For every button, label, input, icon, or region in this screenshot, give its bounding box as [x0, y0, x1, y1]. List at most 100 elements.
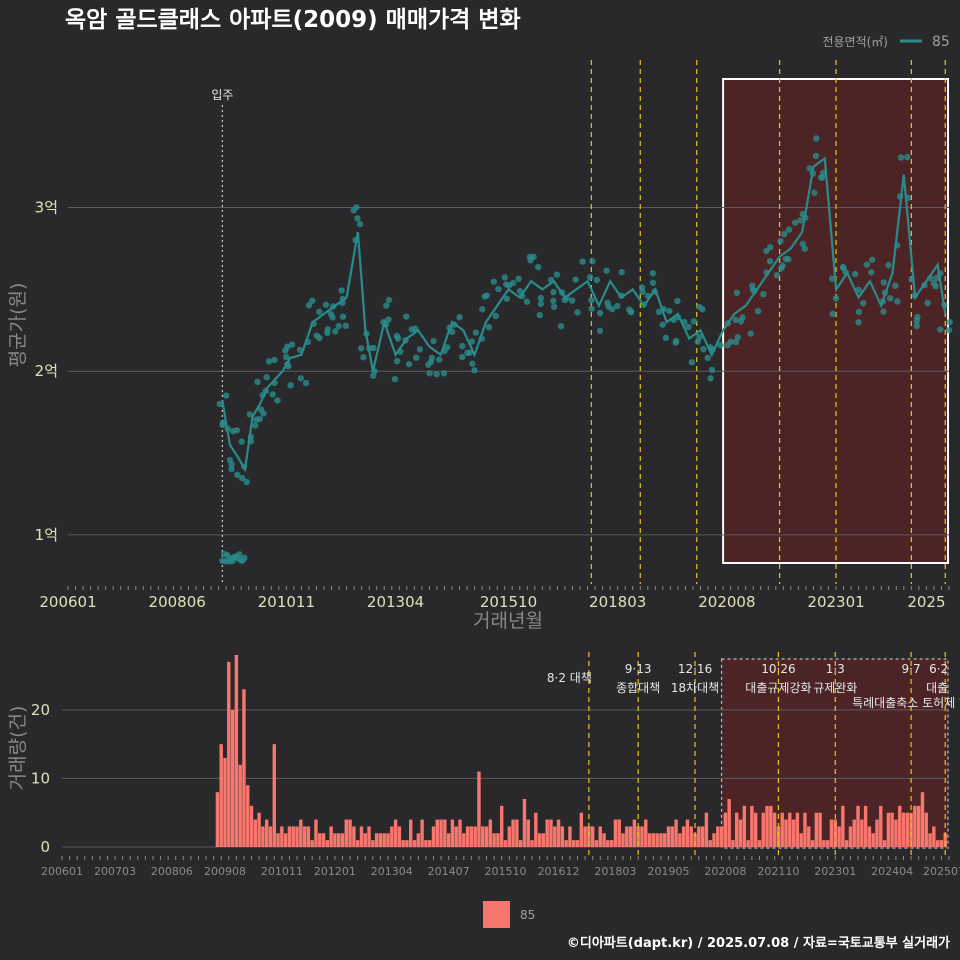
volume-bar [515, 819, 519, 847]
volume-bar [723, 812, 728, 847]
volume-bar [651, 833, 656, 847]
volume-bar [879, 805, 883, 847]
price-point [385, 296, 393, 304]
volume-bar [738, 819, 743, 847]
volume-bar [632, 819, 637, 847]
price-point [596, 327, 604, 334]
price-point [527, 257, 534, 264]
volume-bar [318, 833, 322, 847]
volume-bar [549, 819, 553, 847]
x-axis: 200601 200806 201011 201304 201510 201803 2020… [39, 586, 950, 611]
x-tick-label: 201510 [480, 593, 537, 611]
price-point [785, 226, 793, 233]
price-point [440, 370, 448, 377]
price-point [894, 298, 901, 305]
x-tick-label: 200601 [39, 593, 96, 611]
volume-bar [898, 805, 902, 847]
volume-bar [367, 826, 371, 847]
volume-bar [920, 792, 925, 847]
volume-bar [435, 819, 439, 847]
volume-bar [822, 840, 826, 847]
volume-bar [916, 805, 921, 847]
price-point [550, 297, 557, 305]
x-tick-label: 202008 [698, 593, 755, 611]
volume-bar [617, 819, 621, 847]
volume-bar [500, 805, 504, 847]
x-tick-label: 200806 [151, 865, 193, 878]
price-point [305, 302, 313, 309]
price-point [537, 294, 545, 302]
price-point [603, 267, 610, 274]
price-point [945, 326, 953, 334]
price-point [700, 345, 707, 353]
price-point [593, 276, 601, 284]
price-point [914, 313, 921, 321]
volume-bar [609, 840, 614, 847]
volume-bar [416, 833, 421, 847]
volume-bar [712, 833, 716, 847]
price-point [588, 305, 595, 312]
price-point [574, 309, 581, 316]
price-point [492, 312, 499, 320]
price-point [779, 262, 786, 269]
volume-bar [750, 805, 754, 847]
price-point [688, 359, 696, 366]
price-point [219, 421, 226, 429]
price-point [851, 270, 859, 278]
price-point [283, 353, 290, 361]
price-point [430, 337, 437, 345]
price-point [727, 338, 734, 346]
volume-bar [807, 826, 811, 847]
x-tick-label: 202110 [757, 865, 799, 878]
price-point [535, 263, 542, 271]
x-tick-label: 202301 [807, 593, 864, 611]
price-point [904, 153, 911, 161]
volume-bar [886, 812, 891, 847]
price-point [799, 240, 806, 247]
price-point [236, 551, 243, 558]
price-point [812, 152, 820, 160]
volume-bar [465, 826, 470, 847]
policy-lines-bottom: 8·2 대책 9·13 종합대책 12·16 18차대책 10·26 대출규제강화 1·3 규제… [547, 652, 960, 855]
price-point [674, 297, 681, 305]
volume-bar [704, 812, 709, 847]
price-point [924, 299, 931, 307]
price-point [523, 298, 531, 305]
price-point [829, 310, 837, 318]
volume-bar [378, 833, 383, 847]
price-point [868, 269, 875, 276]
price-point [863, 261, 871, 268]
price-point [466, 349, 474, 356]
volume-bar [693, 833, 697, 847]
top-legend: 전용면적(㎡) 85 [822, 34, 949, 50]
price-point [782, 255, 790, 263]
price-point [332, 328, 339, 335]
volume-bar [431, 826, 436, 847]
price-point [428, 354, 436, 361]
price-point [699, 306, 706, 313]
policy-label-name: 규제완화 [813, 681, 857, 695]
volume-bar [628, 826, 633, 847]
policy-label-name: 종합대책 [616, 680, 660, 695]
price-point [708, 366, 716, 374]
legend-bar-label: 85 [520, 908, 535, 922]
volume-bar [655, 833, 659, 847]
price-point [885, 261, 892, 269]
x-tick-label: 201011 [261, 865, 303, 878]
volume-bar [640, 826, 644, 847]
volume-bar [818, 812, 822, 847]
price-point [254, 378, 261, 386]
price-point [760, 290, 767, 298]
volume-bar [454, 826, 458, 847]
volume-bar [409, 819, 413, 847]
volume-bar [344, 819, 349, 847]
price-point [627, 308, 635, 316]
volume-bar [784, 819, 788, 847]
price-point [297, 375, 305, 382]
move-in-label: 입주 [211, 88, 233, 102]
legend-bar-swatch [483, 901, 510, 928]
volume-bar [280, 826, 284, 847]
volume-bar [537, 833, 542, 847]
price-point [274, 397, 281, 404]
volume-bar [272, 744, 276, 847]
